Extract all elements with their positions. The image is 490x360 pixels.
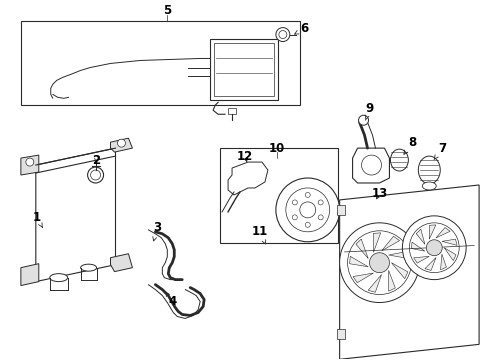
Polygon shape	[21, 155, 39, 175]
Circle shape	[318, 200, 323, 205]
Polygon shape	[228, 162, 268, 195]
Circle shape	[318, 215, 323, 220]
Circle shape	[305, 193, 310, 197]
Text: 3: 3	[153, 221, 161, 241]
Bar	[21, 21, 300, 105]
Text: 11: 11	[252, 225, 268, 244]
Circle shape	[359, 115, 368, 125]
Ellipse shape	[422, 182, 436, 190]
Polygon shape	[36, 148, 116, 282]
Polygon shape	[382, 236, 400, 251]
Polygon shape	[429, 225, 436, 239]
Text: 6: 6	[294, 22, 309, 35]
Text: 13: 13	[371, 188, 388, 201]
Circle shape	[362, 155, 382, 175]
Bar	[214, 42, 274, 96]
Circle shape	[409, 223, 459, 273]
Circle shape	[276, 28, 290, 41]
Text: 10: 10	[269, 141, 285, 155]
Polygon shape	[414, 256, 429, 263]
Circle shape	[286, 188, 330, 232]
Text: 4: 4	[166, 292, 176, 308]
Ellipse shape	[418, 156, 440, 184]
Circle shape	[426, 240, 442, 256]
Polygon shape	[111, 138, 132, 152]
Ellipse shape	[50, 274, 68, 282]
Polygon shape	[389, 270, 395, 291]
Polygon shape	[356, 239, 368, 258]
Circle shape	[118, 139, 125, 147]
Circle shape	[347, 231, 412, 294]
Bar	[220, 148, 338, 243]
Circle shape	[88, 167, 103, 183]
Polygon shape	[436, 228, 450, 238]
Circle shape	[340, 223, 419, 302]
Text: 9: 9	[365, 102, 374, 120]
Circle shape	[91, 170, 100, 180]
Circle shape	[369, 253, 390, 273]
Polygon shape	[21, 264, 39, 285]
Polygon shape	[442, 239, 457, 246]
Polygon shape	[353, 273, 373, 283]
Ellipse shape	[81, 264, 97, 271]
Circle shape	[26, 158, 34, 166]
Circle shape	[300, 202, 316, 218]
Polygon shape	[111, 254, 132, 272]
Bar	[337, 329, 344, 339]
Polygon shape	[389, 252, 409, 259]
Bar	[337, 205, 344, 215]
Ellipse shape	[391, 149, 408, 171]
Polygon shape	[340, 185, 479, 359]
Text: 8: 8	[404, 136, 416, 154]
Text: 5: 5	[163, 4, 171, 17]
Polygon shape	[412, 242, 425, 251]
Polygon shape	[353, 148, 390, 183]
Circle shape	[276, 178, 340, 242]
Bar	[210, 39, 278, 100]
Polygon shape	[373, 233, 381, 252]
Polygon shape	[425, 257, 436, 270]
Bar	[228, 108, 236, 114]
Polygon shape	[444, 248, 456, 261]
Polygon shape	[416, 229, 425, 244]
Polygon shape	[368, 274, 382, 292]
Text: 2: 2	[93, 154, 100, 167]
Circle shape	[402, 216, 466, 280]
Text: 7: 7	[434, 141, 446, 160]
Circle shape	[279, 31, 287, 39]
Polygon shape	[392, 263, 408, 279]
Circle shape	[305, 222, 310, 227]
Circle shape	[293, 215, 297, 220]
Text: 12: 12	[237, 150, 253, 163]
Circle shape	[293, 200, 297, 205]
Polygon shape	[349, 256, 368, 267]
Polygon shape	[441, 254, 446, 270]
Text: 1: 1	[33, 211, 43, 227]
